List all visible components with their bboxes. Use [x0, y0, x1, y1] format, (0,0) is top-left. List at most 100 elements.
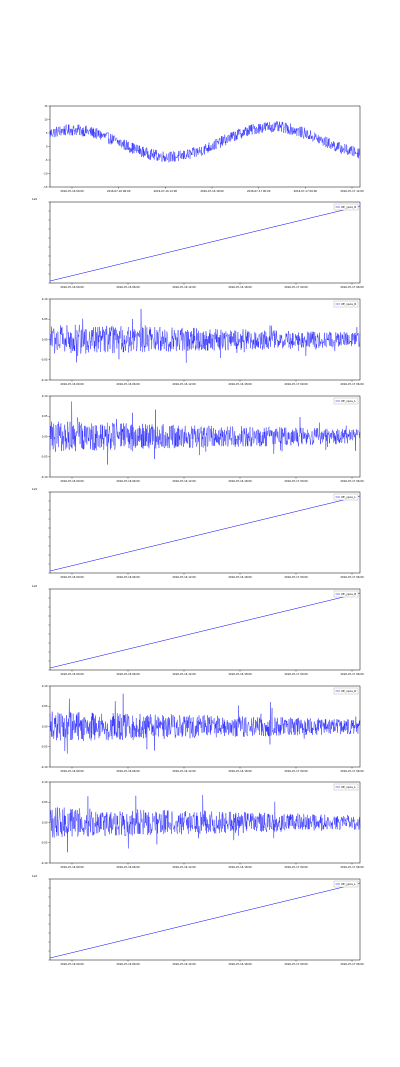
x-tick-label: 2016-07-17 06:00: [294, 189, 318, 193]
x-tick-label: 2016-07-17 00:00: [247, 189, 271, 193]
y-tick-label: -0.05: [41, 841, 48, 845]
series-line: [49, 693, 361, 754]
y-tick-label: -0.10: [41, 378, 48, 382]
y-tick-label: 0.00: [42, 337, 48, 341]
y-tick-label: 0.05: [42, 704, 48, 708]
series-line: [49, 592, 361, 669]
x-tick-label: 2016-07-17 00:00: [284, 575, 308, 579]
x-tick-label: 2016-07-16 06:00: [116, 479, 140, 483]
x-tick-label: 2016-07-17 00:00: [284, 479, 308, 483]
y-tick-label: -0.10: [41, 861, 48, 865]
x-tick-label: 2016-07-16 12:00: [172, 382, 196, 386]
x-tick-label: 2016-07-16 12:00: [172, 962, 196, 966]
x-tick-label: 2016-07-16 18:00: [228, 575, 252, 579]
x-tick-label: 2016-07-16 00:00: [60, 575, 84, 579]
legend-box: [333, 203, 359, 211]
x-tick-label: 2016-07-16 18:00: [228, 382, 252, 386]
y-tick-label: 10: [44, 117, 48, 121]
axes-frame: [49, 781, 361, 864]
x-tick-label: 2016-07-17 00:00: [284, 769, 308, 773]
x-tick-label: 2016-07-16 18:00: [228, 285, 252, 289]
y-tick-label: 0.05: [42, 800, 48, 804]
y-tick-label: -0.05: [41, 745, 48, 749]
legend-label: UE_xpos_R: [341, 302, 356, 306]
x-tick-label: 2016-07-17 06:00: [340, 962, 364, 966]
x-tick-label: 2016-07-16 06:00: [116, 865, 140, 869]
chart-3: 0.10 0.05 0.00 -0.05 -0.10 2016-07-16 00:00 20…: [41, 297, 364, 386]
x-tick-label: 2016-07-16 18:00: [200, 189, 224, 193]
x-tick-label: 2016-07-16 00:00: [60, 189, 84, 193]
x-tick-label: 2016-07-17 12:00: [340, 189, 364, 193]
y-tick-label: 0.10: [42, 297, 48, 301]
series-line: [49, 120, 361, 163]
x-tick-label: 2016-07-16 18:00: [228, 962, 252, 966]
x-tick-label: 2016-07-17 06:00: [340, 672, 364, 676]
series-line: [49, 205, 361, 282]
x-tick-label: 2016-07-16 06:00: [116, 769, 140, 773]
x-tick-label: 2016-07-16 18:00: [228, 865, 252, 869]
chart-7: 0.10 0.05 0.00 -0.05 -0.10 2016-07-16 00:00 20…: [41, 684, 364, 773]
series-line: [49, 308, 361, 363]
chart-1: 15 10 5 0 -5 -10 -15 2016-07-16 00:00 2016-07-16…: [43, 104, 364, 193]
y-tick-label: 5: [46, 131, 48, 135]
legend-box: [333, 493, 359, 501]
chart-9: 2016-07-16 00:00 2016-07-16 06:00 2016-07-…: [32, 874, 364, 966]
y-tick-label: 15: [44, 104, 48, 108]
offset-label: 1e9: [32, 584, 37, 588]
legend-label: UE_xpos_L: [341, 399, 356, 403]
legend-label: UE_ypos_L: [341, 495, 356, 499]
x-tick-label: 2016-07-16 00:00: [60, 382, 84, 386]
legend-box: [333, 687, 359, 695]
legend-label: UE_xpos_L: [341, 785, 356, 789]
chart-6: 2016-07-16 00:00 2016-07-16 06:00 2016-07-…: [32, 584, 364, 676]
y-tick-label: 0.00: [42, 434, 48, 438]
chart-5: 2016-07-16 00:00 2016-07-16 06:00 2016-07-…: [32, 487, 364, 579]
x-tick-label: 2016-07-16 00:00: [60, 769, 84, 773]
y-tick-label: 0.10: [42, 394, 48, 398]
legend-box: [333, 397, 359, 405]
x-tick-label: 2016-07-16 06:00: [116, 382, 140, 386]
chart-8: 0.10 0.05 0.00 -0.05 -0.10 2016-07-16 00:00 20…: [41, 780, 364, 869]
x-tick-label: 2016-07-17 06:00: [340, 479, 364, 483]
axes-frame: [49, 878, 361, 961]
x-tick-label: 2016-07-17 00:00: [284, 285, 308, 289]
legend-label: UE_ypos_R: [341, 592, 356, 596]
x-tick-label: 2016-07-17 06:00: [340, 769, 364, 773]
x-tick-label: 2016-07-17 00:00: [284, 962, 308, 966]
x-tick-label: 2016-07-16 00:00: [60, 672, 84, 676]
x-tick-label: 2016-07-16 12:00: [172, 575, 196, 579]
axes-frame: [49, 588, 361, 671]
y-tick-label: 0: [46, 144, 48, 148]
series-line: [49, 882, 361, 959]
y-tick-label: 0.05: [42, 317, 48, 321]
chart-2: 2016-07-16 00:00 2016-07-16 06:00 2016-07-…: [32, 197, 364, 289]
y-tick-label: 0.00: [42, 724, 48, 728]
x-tick-label: 2016-07-16 00:00: [60, 962, 84, 966]
series-line: [49, 401, 361, 465]
x-tick-label: 2016-07-17 00:00: [284, 382, 308, 386]
x-tick-label: 2016-07-16 12:00: [172, 285, 196, 289]
x-tick-label: 2016-07-16 18:00: [228, 769, 252, 773]
y-tick-label: -0.10: [41, 765, 48, 769]
x-tick-label: 2016-07-16 06:00: [116, 962, 140, 966]
legend-box: [333, 783, 359, 791]
legend-label: UE_xpos_R: [341, 689, 356, 693]
legend-label: UE_ypos_R: [341, 205, 356, 209]
legend-label: UE_ypos_L: [341, 882, 356, 886]
x-tick-label: 2016-07-16 18:00: [228, 672, 252, 676]
offset-label: 1e9: [32, 874, 37, 878]
y-tick-label: -0.10: [41, 475, 48, 479]
x-tick-label: 2016-07-17 00:00: [284, 865, 308, 869]
x-tick-label: 2016-07-17 06:00: [340, 382, 364, 386]
x-tick-label: 2016-07-16 12:00: [172, 769, 196, 773]
x-tick-label: 2016-07-16 12:00: [172, 865, 196, 869]
y-tick-label: -10: [43, 171, 48, 175]
legend-box: [333, 590, 359, 598]
axes-frame: [49, 491, 361, 574]
offset-label: 1e9: [32, 487, 37, 491]
x-tick-label: 2016-07-16 00:00: [60, 285, 84, 289]
axes-frame: [49, 201, 361, 284]
x-tick-label: 2016-07-16 06:00: [107, 189, 131, 193]
x-tick-label: 2016-07-16 12:00: [172, 672, 196, 676]
x-tick-label: 2016-07-17 00:00: [284, 672, 308, 676]
